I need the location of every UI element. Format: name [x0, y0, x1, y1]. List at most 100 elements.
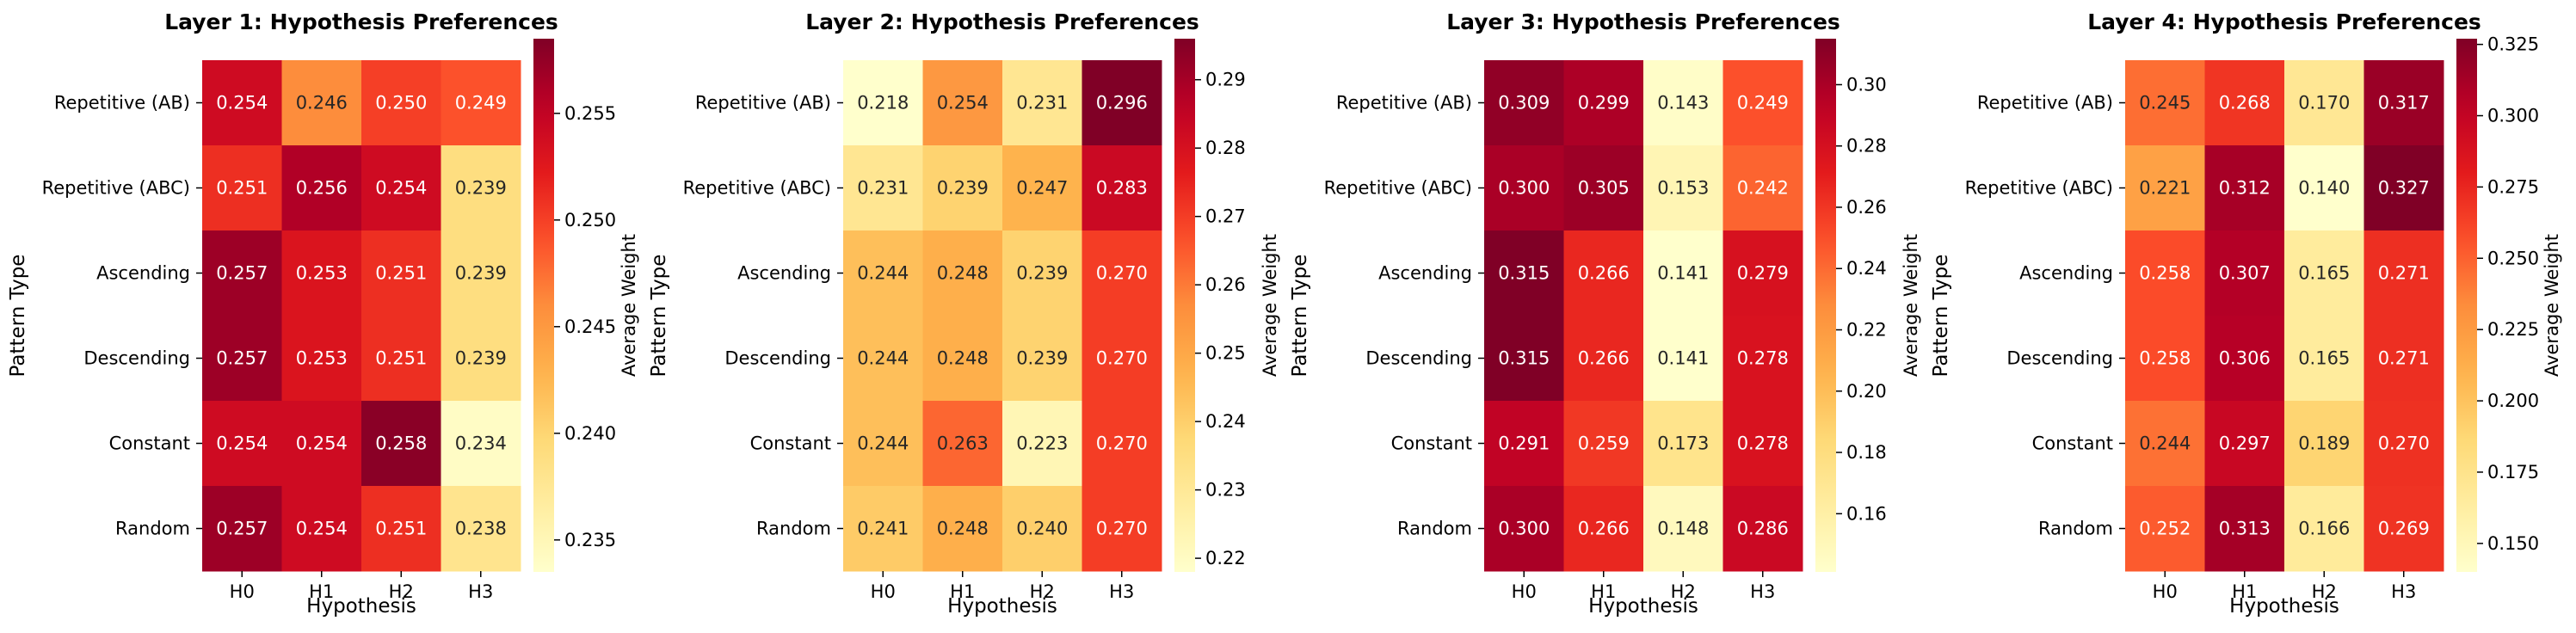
- heatmap-cell: [1643, 486, 1723, 572]
- heatmap-cell: [2284, 486, 2364, 572]
- y-tick-label: Repetitive (ABC): [1324, 178, 1472, 199]
- heatmap-cell: [441, 60, 521, 146]
- heatmap-cell: [1563, 60, 1644, 146]
- heatmap-cell: [2204, 401, 2285, 487]
- colorbar-tick-label: 0.18: [1846, 442, 1887, 463]
- heatmap-cell: [922, 316, 1003, 402]
- heatmap-cell: [281, 486, 362, 572]
- colorbar-tick-label: 0.28: [1205, 138, 1246, 158]
- cell-value-label: 0.258: [2139, 348, 2191, 369]
- cell-value-label: 0.268: [2219, 93, 2271, 114]
- cell-value-label: 0.270: [1096, 519, 1148, 539]
- colorbar-label: Average Weight: [619, 234, 639, 377]
- heatmap-cell: [361, 145, 441, 231]
- heatmap-cell: [2125, 230, 2205, 316]
- cell-value-label: 0.254: [296, 433, 348, 454]
- heatmap-cell: [1563, 316, 1644, 402]
- cell-value-label: 0.173: [1657, 433, 1709, 454]
- cell-value-label: 0.170: [2298, 93, 2350, 114]
- cell-value-label: 0.239: [455, 178, 507, 199]
- colorbar-tick-label: 0.245: [564, 316, 616, 337]
- heatmap-cell: [2204, 60, 2285, 146]
- heatmap-cell: [361, 60, 441, 146]
- heatmap-cell: [1484, 230, 1564, 316]
- y-tick-label: Constant: [1391, 433, 1472, 454]
- heatmap-cell: [2284, 401, 2364, 487]
- heatmap-cell: [1722, 401, 1803, 487]
- x-axis-label: Hypothesis: [1588, 595, 1698, 618]
- y-tick-label: Random: [1397, 519, 1472, 539]
- heatmap-cell: [1722, 60, 1803, 146]
- cell-value-label: 0.327: [2378, 178, 2430, 199]
- cell-value-label: 0.251: [375, 519, 427, 539]
- cell-value-label: 0.254: [375, 178, 427, 199]
- y-axis-label: Pattern Type: [648, 255, 670, 378]
- heatmap-cell: [843, 60, 923, 146]
- cell-value-label: 0.258: [375, 433, 427, 454]
- cell-value-label: 0.141: [1657, 348, 1709, 369]
- cell-value-label: 0.231: [857, 178, 909, 199]
- cell-value-label: 0.270: [1096, 348, 1148, 369]
- x-tick-label: H2: [2312, 581, 2337, 602]
- heatmap-cell: [441, 230, 521, 316]
- heatmap-cell: [281, 145, 362, 231]
- cell-value-label: 0.221: [2139, 178, 2191, 199]
- y-tick-label: Descending: [1365, 348, 1472, 369]
- cell-value-label: 0.248: [937, 348, 989, 369]
- cell-value-label: 0.234: [455, 433, 507, 454]
- x-tick-label: H2: [389, 581, 414, 602]
- cell-value-label: 0.271: [2378, 263, 2430, 284]
- cell-value-label: 0.312: [2219, 178, 2271, 199]
- heatmap-cell: [1082, 401, 1162, 487]
- heatmap-cell: [1082, 486, 1162, 572]
- y-tick-label: Descending: [2006, 348, 2113, 369]
- heatmap-cell: [1082, 230, 1162, 316]
- colorbar-tick-label: 0.28: [1846, 136, 1887, 157]
- y-tick-label: Repetitive (AB): [1977, 93, 2113, 114]
- cell-value-label: 0.254: [216, 93, 268, 114]
- heatmap-cell: [281, 60, 362, 146]
- x-tick-label: H0: [871, 581, 896, 602]
- cell-value-label: 0.257: [216, 263, 268, 284]
- heatmap-cell: [2363, 486, 2444, 572]
- cell-value-label: 0.244: [857, 263, 909, 284]
- cell-value-label: 0.300: [1498, 519, 1550, 539]
- y-axis-label: Pattern Type: [1930, 255, 1952, 378]
- heatmap-cell: [1082, 145, 1162, 231]
- heatmap-cell: [281, 230, 362, 316]
- heatmap-cell: [1002, 145, 1082, 231]
- y-tick-label: Repetitive (ABC): [42, 178, 190, 199]
- heatmap-cell: [1643, 60, 1723, 146]
- colorbar-tick-label: 0.16: [1846, 503, 1887, 524]
- cell-value-label: 0.258: [2139, 263, 2191, 284]
- x-tick-label: H2: [1671, 581, 1696, 602]
- heatmap-cell: [281, 401, 362, 487]
- colorbar-tick-label: 0.24: [1205, 411, 1246, 432]
- heatmap-cell: [922, 486, 1003, 572]
- colorbar-tick-label: 0.22: [1846, 320, 1887, 341]
- heatmap-cell: [1484, 316, 1564, 402]
- cell-value-label: 0.266: [1578, 519, 1630, 539]
- cell-value-label: 0.306: [2219, 348, 2271, 369]
- colorbar-tick-label: 0.325: [2487, 34, 2539, 55]
- heatmap-cell: [2125, 316, 2205, 402]
- heatmap-cell: [361, 486, 441, 572]
- heatmap-cell: [843, 401, 923, 487]
- y-tick-label: Constant: [2032, 433, 2113, 454]
- heatmap-cell: [843, 316, 923, 402]
- cell-value-label: 0.252: [2139, 519, 2191, 539]
- colorbar-tick-label: 0.275: [2487, 176, 2539, 197]
- cell-value-label: 0.239: [937, 178, 989, 199]
- heatmap-cell: [281, 316, 362, 402]
- colorbar-tick-label: 0.250: [564, 210, 616, 230]
- colorbar-tick-label: 0.20: [1846, 381, 1887, 402]
- cell-value-label: 0.239: [455, 348, 507, 369]
- cell-value-label: 0.253: [296, 348, 348, 369]
- y-tick-label: Random: [756, 519, 831, 539]
- cell-value-label: 0.251: [216, 178, 268, 199]
- heatmap-cell: [922, 60, 1003, 146]
- heatmap-cell: [1002, 401, 1082, 487]
- heatmap-cell: [2125, 486, 2205, 572]
- chart-title: Layer 1: Hypothesis Preferences: [164, 9, 558, 34]
